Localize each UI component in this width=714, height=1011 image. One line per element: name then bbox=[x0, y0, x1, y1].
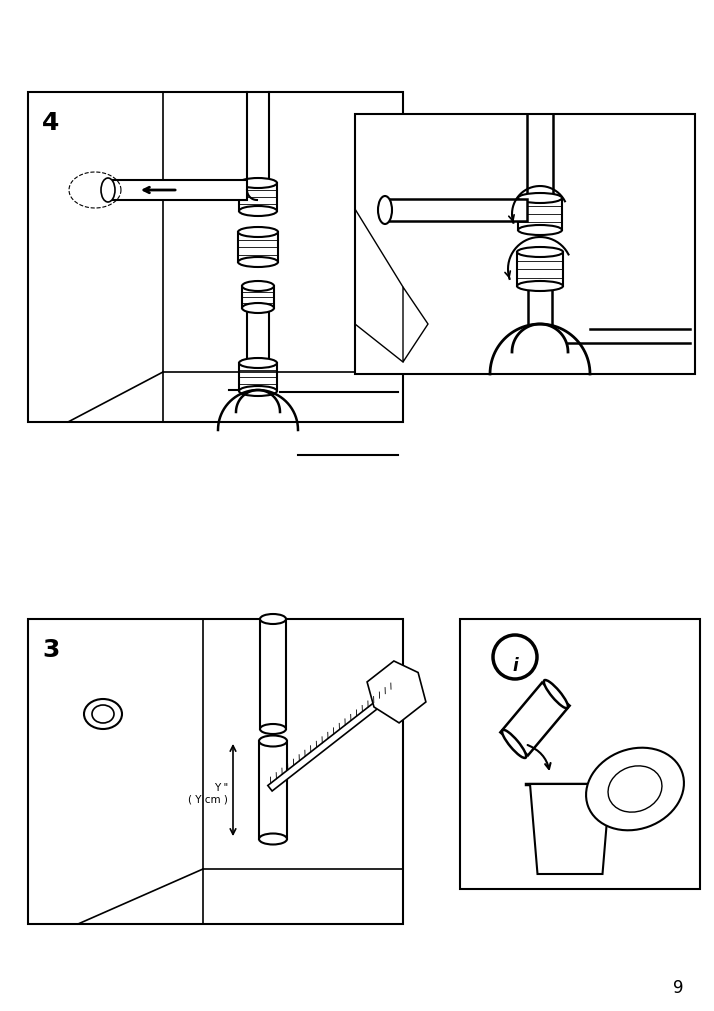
Ellipse shape bbox=[84, 700, 122, 729]
Ellipse shape bbox=[239, 359, 277, 369]
Ellipse shape bbox=[608, 766, 662, 812]
Bar bbox=[355, 115, 695, 375]
Ellipse shape bbox=[260, 615, 286, 625]
Bar bbox=[460, 620, 700, 889]
Polygon shape bbox=[108, 181, 247, 201]
Bar bbox=[28, 93, 403, 423]
Ellipse shape bbox=[101, 179, 115, 203]
Ellipse shape bbox=[92, 706, 114, 723]
Polygon shape bbox=[501, 682, 570, 755]
Text: Y "
( Y cm ): Y " ( Y cm ) bbox=[188, 783, 228, 804]
Text: i: i bbox=[512, 656, 518, 674]
Ellipse shape bbox=[517, 248, 563, 258]
Ellipse shape bbox=[518, 225, 562, 236]
Polygon shape bbox=[367, 661, 426, 723]
Ellipse shape bbox=[544, 680, 568, 709]
Ellipse shape bbox=[239, 207, 277, 216]
Bar bbox=[28, 620, 403, 924]
Ellipse shape bbox=[238, 258, 278, 268]
Polygon shape bbox=[530, 785, 610, 875]
Ellipse shape bbox=[518, 194, 562, 204]
Ellipse shape bbox=[242, 303, 274, 313]
Ellipse shape bbox=[260, 724, 286, 734]
Ellipse shape bbox=[517, 282, 563, 292]
Ellipse shape bbox=[502, 730, 526, 758]
Ellipse shape bbox=[242, 282, 274, 292]
Text: 3: 3 bbox=[42, 637, 59, 661]
Text: 9: 9 bbox=[673, 978, 684, 996]
Ellipse shape bbox=[259, 834, 287, 844]
Polygon shape bbox=[268, 687, 398, 792]
Polygon shape bbox=[403, 288, 428, 363]
Ellipse shape bbox=[239, 386, 277, 396]
Ellipse shape bbox=[239, 179, 277, 189]
Text: 4: 4 bbox=[42, 111, 59, 134]
Ellipse shape bbox=[238, 227, 278, 238]
Ellipse shape bbox=[259, 736, 287, 747]
Ellipse shape bbox=[378, 197, 392, 224]
Ellipse shape bbox=[586, 748, 684, 830]
Circle shape bbox=[493, 635, 537, 679]
Polygon shape bbox=[385, 200, 527, 221]
